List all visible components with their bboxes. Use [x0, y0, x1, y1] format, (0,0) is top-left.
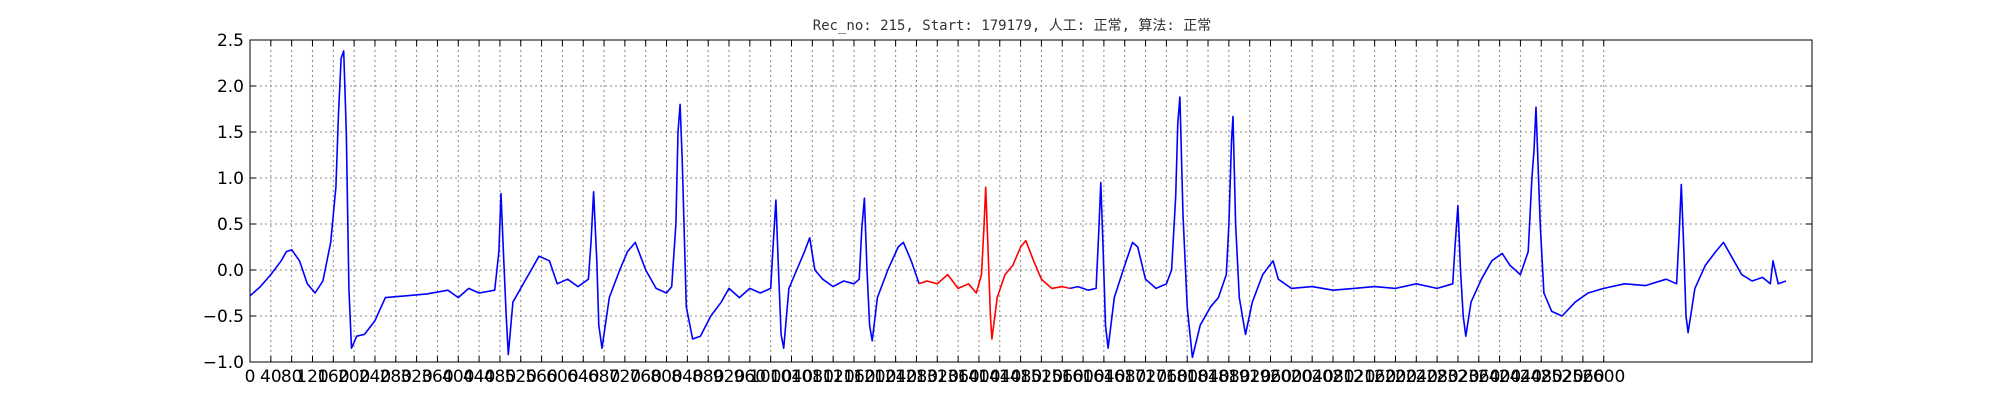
x-tick-label: 960: [734, 367, 766, 387]
x-tick-label: 2160: [1353, 367, 1396, 387]
x-tick-label: 80: [281, 367, 303, 387]
x-tick-label: 2520: [1540, 367, 1583, 387]
x-tick-label: 0: [245, 367, 256, 387]
x-tick-label: 1880: [1207, 367, 1250, 387]
grid-layer: [250, 40, 1812, 362]
ticks-layer: [249, 39, 1812, 363]
series-line-2: [918, 186, 1071, 340]
x-tick-label: 440: [463, 367, 495, 387]
x-tick-label: 1560: [1041, 367, 1084, 387]
x-tick-label: 2560: [1561, 367, 1604, 387]
x-tick-label: 2120: [1332, 367, 1375, 387]
x-tick-label: 1080: [791, 367, 834, 387]
x-tick-label: 600: [546, 367, 578, 387]
x-tick-label: 920: [713, 367, 745, 387]
x-tick-label: 680: [588, 367, 620, 387]
y-tick-label: 1.5: [217, 123, 244, 143]
x-tick-label: 1520: [1020, 367, 1063, 387]
x-tick-label: 760: [629, 367, 661, 387]
x-tick-label: 1800: [1166, 367, 1209, 387]
x-tick-label: 1720: [1124, 367, 1167, 387]
x-tick-label: 1360: [936, 367, 979, 387]
y-tick-label: 0.5: [217, 215, 244, 235]
x-tick-label: 2240: [1395, 367, 1438, 387]
x-tick-label: 200: [338, 367, 370, 387]
chart-title: Rec_no: 215, Start: 179179, 人工: 正常, 算法: …: [813, 18, 1212, 34]
x-tick-label: 1480: [999, 367, 1042, 387]
x-tick-label: 2400: [1478, 367, 1521, 387]
x-tick-label: 840: [671, 367, 703, 387]
x-tick-label: 2360: [1457, 367, 1500, 387]
x-tick-label: 1640: [1082, 367, 1125, 387]
x-tick-label: 1960: [1249, 367, 1292, 387]
x-tick-label: 160: [317, 367, 349, 387]
x-tick-label: 240: [359, 367, 391, 387]
x-tick-label: 880: [692, 367, 724, 387]
x-tick-label: 1320: [916, 367, 959, 387]
y-tick-label: 1.0: [217, 169, 244, 189]
x-tick-label: 720: [609, 367, 641, 387]
y-tick-label: 2.0: [217, 77, 244, 97]
y-tick-label: −0.5: [203, 307, 244, 327]
x-tick-label: 1440: [978, 367, 1021, 387]
x-tick-label: 1400: [957, 367, 1000, 387]
x-tick-label: 2000: [1270, 367, 1313, 387]
x-tick-label: 2600: [1582, 367, 1625, 387]
plot-area-frame: [249, 39, 1813, 363]
x-tick-label: 1240: [874, 367, 917, 387]
x-tick-label: 1920: [1228, 367, 1271, 387]
x-tick-label: 640: [567, 367, 599, 387]
x-tick-label: 2280: [1415, 367, 1458, 387]
x-tick-label: 1200: [853, 367, 896, 387]
x-tick-label: 800: [650, 367, 682, 387]
x-tick-label: 2480: [1520, 367, 1563, 387]
series-line-3: [1069, 96, 1787, 359]
x-tick-label: 2200: [1374, 367, 1417, 387]
series-layer: [249, 50, 1787, 359]
x-tick-label: 1000: [749, 367, 792, 387]
y-tick-label: −1.0: [203, 353, 244, 373]
x-tick-label: 480: [484, 367, 516, 387]
x-tick-label: 360: [421, 367, 453, 387]
x-tick-label: 400: [442, 367, 474, 387]
x-tick-label: 1680: [1103, 367, 1146, 387]
y-tick-label: 0.0: [217, 261, 244, 281]
x-tick-label: 280: [380, 367, 412, 387]
x-tick-label: 2440: [1499, 367, 1542, 387]
x-tick-label: 2040: [1291, 367, 1334, 387]
x-tick-label: 1840: [1186, 367, 1229, 387]
x-tick-label: 560: [525, 367, 557, 387]
x-tick-label: 1040: [770, 367, 813, 387]
x-tick-label: 40: [260, 367, 282, 387]
x-tick-label: 320: [400, 367, 432, 387]
tick-labels-layer: 2.52.01.51.00.50.0−0.5−1.00 40 80120160200…: [203, 31, 1626, 387]
x-tick-label: 2320: [1436, 367, 1479, 387]
x-tick-label: 1280: [895, 367, 938, 387]
x-tick-label: 1120: [812, 367, 855, 387]
x-tick-label: 1760: [1145, 367, 1188, 387]
x-tick-label: 1600: [1061, 367, 1104, 387]
x-tick-label: 120: [296, 367, 328, 387]
x-tick-label: 1160: [832, 367, 875, 387]
x-tick-label: 2080: [1311, 367, 1354, 387]
series-line-1: [249, 50, 920, 356]
x-tick-label: 520: [505, 367, 537, 387]
y-tick-label: 2.5: [217, 31, 244, 51]
